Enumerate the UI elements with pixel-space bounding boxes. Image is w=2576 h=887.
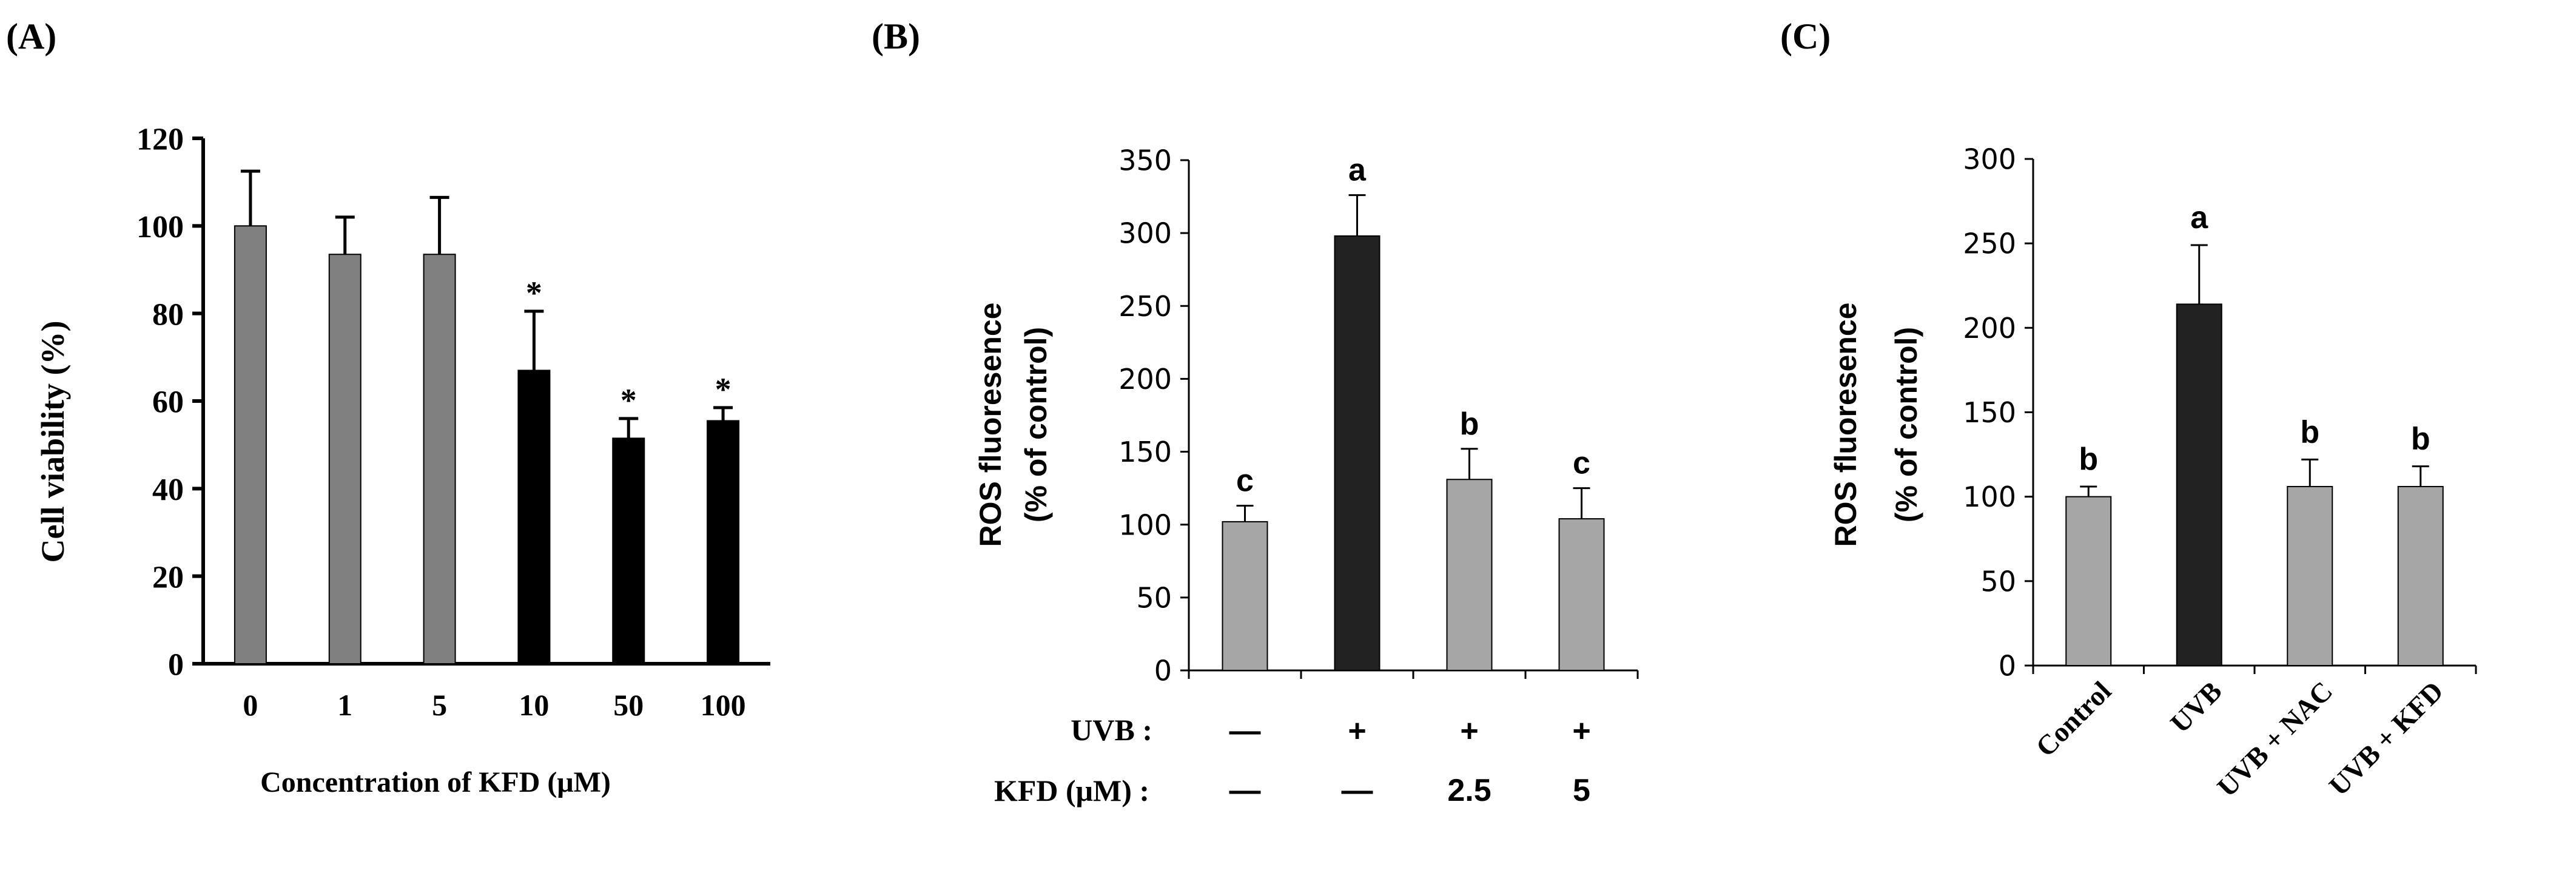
panel-b-significance-label: c	[1573, 446, 1590, 481]
panel-b-y-tick-label: 300	[1118, 217, 1172, 250]
panel-b-row-0-cell: +	[1460, 713, 1478, 749]
panel-a-bar	[234, 225, 267, 665]
panel-b-row-1-cell: —	[1229, 773, 1261, 808]
panel-c-y-tick-label: 150	[1963, 396, 2016, 429]
panel-b: (B) ROS fluoresence (% of control) UVB :…	[872, 16, 1639, 808]
panel-a-y-tick-label: 80	[152, 297, 184, 332]
panel-a-y-axis-label: Cell viability (%)	[35, 321, 71, 563]
panel-b-bar	[1558, 518, 1605, 671]
panel-b-label: (B)	[872, 16, 920, 56]
panel-a-bar	[423, 254, 456, 665]
panel-c-plot-area: 0 50 100 150 200 250 300 b Control a UVB b UVB + NAC…	[1963, 143, 2477, 803]
panel-b-y-tick-label: 0	[1154, 655, 1172, 687]
panel-c: (C) ROS fluoresence (% of control) 0 50 10…	[1780, 16, 2477, 803]
panel-b-row-1-cell: —	[1342, 773, 1373, 808]
panel-a-y-tick-label: 20	[152, 560, 184, 595]
panel-a-bar	[328, 254, 362, 665]
panel-b-significance-label: b	[1460, 406, 1479, 442]
panel-b-y-tick-label: 100	[1118, 508, 1172, 541]
panel-a-x-tick-label: 0	[243, 688, 258, 722]
panel-c-y-tick-label: 250	[1963, 228, 2016, 260]
panel-b-y-tick-label: 200	[1118, 363, 1172, 396]
panel-b-row-0-cell: —	[1229, 713, 1261, 749]
panel-b-row-0-cell: +	[1348, 713, 1366, 749]
panel-b-significance-label: c	[1236, 463, 1254, 498]
panel-a-significance-label: *	[620, 382, 637, 419]
panel-c-y-tick-label: 50	[1980, 565, 2016, 598]
panel-b-significance-label: a	[1348, 153, 1367, 188]
panel-c-label: (C)	[1780, 16, 1831, 56]
panel-c-y-tick-label: 300	[1963, 143, 2016, 176]
panel-a-bar	[707, 420, 740, 664]
panel-c-y-axis-label-line-1: ROS fluoresence	[1829, 303, 1863, 547]
panel-a-x-axis-label: Concentration of KFD (μM)	[260, 766, 611, 798]
panel-b-y-axis-label-line-1: ROS fluoresence	[974, 303, 1007, 547]
panel-c-y-axis-label-line-2: (% of control)	[1889, 327, 1923, 522]
panel-b-row-1-cell: 2.5	[1447, 773, 1491, 808]
panel-c-x-tick-label: UVB	[2164, 675, 2228, 739]
panel-a-x-tick-label: 50	[613, 688, 644, 722]
panel-b-y-tick-label: 50	[1136, 581, 1172, 614]
panel-c-y-tick-label: 0	[1999, 650, 2016, 683]
panel-a-plot-area: 0 20 40 60 80 100 120 0 1 5 * 10 * 50 * 100	[136, 123, 770, 722]
panel-c-significance-label: a	[2190, 200, 2208, 235]
panel-c-bar	[2176, 303, 2222, 667]
panel-c-significance-label: b	[2411, 422, 2430, 457]
panel-a: (A) Cell viability (%) Concentration of …	[6, 16, 770, 798]
panel-a-y-tick-label: 100	[136, 210, 184, 245]
panel-a-bar	[612, 437, 645, 664]
panel-a-y-tick-label: 0	[168, 648, 184, 683]
panel-b-row-1-cell: 5	[1573, 773, 1590, 808]
panel-c-y-tick-label: 200	[1963, 312, 2016, 345]
panel-c-x-tick-label: UVB + KFD	[2323, 675, 2449, 801]
panel-a-x-tick-label: 10	[519, 688, 549, 722]
panel-c-significance-label: b	[2300, 414, 2319, 450]
panel-a-significance-label: *	[715, 371, 731, 408]
panel-a-x-tick-label: 1	[337, 688, 352, 722]
panel-b-row-label-uvb: UVB :	[1071, 713, 1152, 747]
panel-c-significance-label: b	[2079, 442, 2098, 477]
panel-b-y-axis-label-line-2: (% of control)	[1019, 327, 1053, 522]
panel-c-x-tick-label: Control	[2030, 675, 2117, 763]
panel-b-plot-area: 0 50 100 150 200 250 300 350 c a b c — + + + — — 2.5 5	[1118, 144, 1639, 808]
panel-a-significance-label: *	[526, 275, 542, 311]
panel-b-y-tick-label: 350	[1118, 144, 1172, 177]
panel-a-y-tick-label: 40	[152, 473, 184, 507]
panel-c-y-tick-label: 100	[1963, 481, 2016, 513]
panel-b-bar	[1446, 479, 1493, 671]
panel-a-label: (A)	[6, 16, 56, 56]
panel-a-x-tick-label: 100	[701, 688, 746, 722]
panel-c-bar	[2065, 496, 2112, 667]
panel-a-x-tick-label: 5	[432, 688, 447, 722]
panel-a-y-tick-label: 60	[152, 385, 184, 420]
panel-a-bar	[517, 369, 551, 664]
panel-c-bar	[2287, 485, 2333, 666]
panel-b-y-tick-label: 250	[1118, 290, 1172, 323]
panel-c-x-tick-label: UVB + NAC	[2211, 675, 2338, 803]
panel-b-bar	[1334, 235, 1380, 672]
panel-b-y-tick-label: 150	[1118, 436, 1172, 468]
panel-b-row-0-cell: +	[1572, 713, 1590, 749]
panel-a-y-tick-label: 120	[136, 123, 184, 157]
panel-c-bar	[2397, 485, 2444, 666]
panel-b-row-label-kfd: KFD (μM) :	[994, 774, 1149, 808]
panel-b-bar	[1222, 521, 1268, 671]
